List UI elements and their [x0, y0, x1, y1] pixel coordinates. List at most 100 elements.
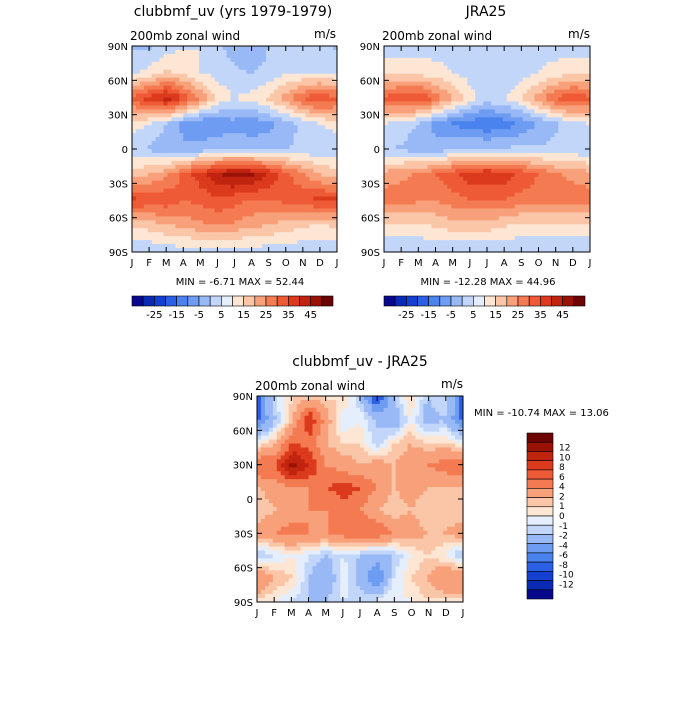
colorbar-label: 15: [237, 310, 250, 321]
contour-cell: [238, 62, 243, 67]
contour-cell: [487, 70, 492, 75]
contour-cell: [439, 189, 444, 194]
contour-cell: [384, 101, 389, 106]
contour-cell: [317, 208, 322, 213]
contour-cell: [144, 54, 149, 59]
contour-cell: [140, 74, 145, 79]
contour-cell: [388, 149, 393, 154]
contour-cell: [258, 137, 263, 142]
contour-cell: [523, 177, 528, 182]
contour-cell: [317, 181, 322, 186]
contour-cell: [570, 94, 575, 99]
contour-cell: [254, 141, 259, 146]
contour-cell: [439, 117, 444, 122]
contour-cell: [274, 62, 279, 67]
contour-cell: [305, 224, 310, 229]
contour-cell: [203, 113, 208, 118]
contour-cell: [519, 113, 524, 118]
contour-cell: [539, 90, 544, 95]
contour-cell: [420, 173, 425, 178]
contour-cell: [175, 189, 180, 194]
contour-cell: [238, 236, 243, 241]
contour-cell: [384, 149, 389, 154]
contour-cell: [278, 216, 283, 221]
contour-cell: [404, 101, 409, 106]
contour-cell: [242, 165, 247, 170]
contour-cell: [140, 169, 145, 174]
contour-cell: [503, 137, 508, 142]
contour-cell: [203, 94, 208, 99]
contour-cell: [274, 216, 279, 221]
contour-cell: [392, 181, 397, 186]
contour-cell: [459, 177, 464, 182]
contour-cell: [554, 208, 559, 213]
contour-cell: [242, 169, 247, 174]
contour-cell: [321, 181, 326, 186]
contour-cell: [483, 113, 488, 118]
contour-cell: [562, 101, 567, 106]
contour-cell: [313, 157, 318, 162]
contour-cell: [305, 169, 310, 174]
contour-cell: [443, 58, 448, 63]
contour-cell: [219, 101, 224, 106]
contour-cell: [250, 193, 255, 198]
contour-cell: [266, 145, 271, 150]
contour-cell: [238, 105, 243, 110]
contour-cell: [152, 82, 157, 87]
contour-cell: [578, 66, 583, 71]
contour-cell: [424, 50, 429, 55]
contour-cell: [511, 133, 516, 138]
contour-cell: [136, 201, 141, 206]
contour-cell: [219, 177, 224, 182]
contour-cell: [235, 165, 240, 170]
contour-cell: [471, 50, 476, 55]
contour-cell: [400, 185, 405, 190]
contour-cell: [503, 94, 508, 99]
contour-cell: [515, 105, 520, 110]
contour-cell: [463, 78, 468, 83]
contour-cell: [439, 137, 444, 142]
contour-cell: [223, 117, 228, 122]
contour-cell: [539, 149, 544, 154]
contour-cell: [455, 90, 460, 95]
contour-cell: [203, 169, 208, 174]
contour-cell: [309, 185, 314, 190]
contour-cell: [282, 240, 287, 245]
contour-cell: [463, 82, 468, 87]
contour-cell: [254, 244, 259, 249]
contour-cell: [278, 145, 283, 150]
contour-cell: [507, 90, 512, 95]
contour-cell: [455, 121, 460, 126]
contour-cell: [400, 157, 405, 162]
contour-cell: [254, 165, 259, 170]
contour-cell: [207, 86, 212, 91]
contour-cell: [558, 58, 563, 63]
contour-cell: [302, 185, 307, 190]
contour-cell: [290, 236, 295, 241]
contour-cell: [384, 58, 389, 63]
contour-cell: [542, 117, 547, 122]
contour-cell: [424, 149, 429, 154]
contour-cell: [416, 204, 421, 209]
contour-cell: [384, 193, 389, 198]
contour-cell: [408, 149, 413, 154]
contour-cell: [187, 78, 192, 83]
contour-cell: [179, 220, 184, 225]
contour-cell: [132, 153, 137, 158]
contour-cell: [262, 113, 267, 118]
contour-cell: [164, 74, 169, 79]
contour-cell: [439, 129, 444, 134]
contour-cell: [309, 70, 314, 75]
contour-cell: [160, 54, 165, 59]
contour-cell: [396, 54, 401, 59]
contour-cell: [578, 70, 583, 75]
contour-cell: [223, 157, 228, 162]
contour-cell: [250, 145, 255, 150]
contour-cell: [258, 161, 263, 166]
contour-cell: [535, 101, 540, 106]
contour-cell: [436, 62, 441, 67]
contour-cell: [519, 101, 524, 106]
contour-cell: [250, 173, 255, 178]
contour-cell: [388, 177, 393, 182]
colorbar-swatch: [322, 296, 333, 306]
